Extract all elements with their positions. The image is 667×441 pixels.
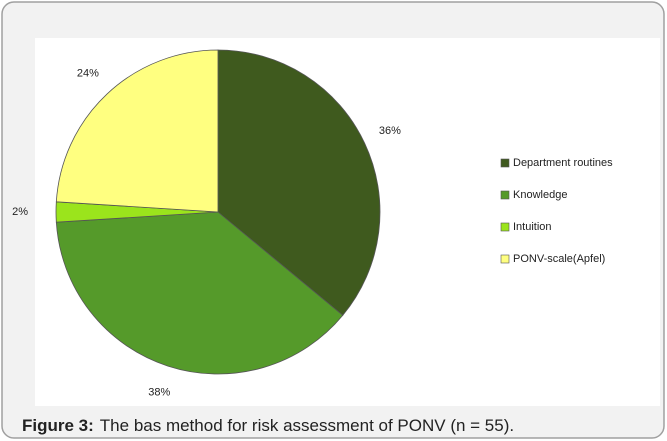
legend-swatch	[500, 190, 510, 200]
legend-label: Intuition	[513, 221, 552, 233]
data-label: 24%	[77, 67, 99, 79]
legend-label: Knowledge	[513, 189, 567, 201]
data-label: 38%	[148, 387, 170, 399]
pie-slice	[55, 49, 219, 213]
caption-text: The bas method for risk assessment of PO…	[100, 416, 514, 435]
pie-slice	[55, 211, 344, 375]
legend-label: PONV-scale(Apfel)	[513, 253, 605, 265]
caption: Figure 3: The bas method for risk assessm…	[22, 416, 514, 435]
legend-swatch	[500, 254, 510, 264]
legend-swatch	[500, 158, 510, 168]
pie-slice	[217, 49, 381, 316]
legend-label: Department routines	[513, 157, 613, 169]
data-label: 2%	[12, 206, 28, 218]
legend-swatch	[500, 222, 510, 232]
caption-label: Figure 3:	[22, 416, 94, 435]
data-label: 36%	[379, 125, 401, 137]
